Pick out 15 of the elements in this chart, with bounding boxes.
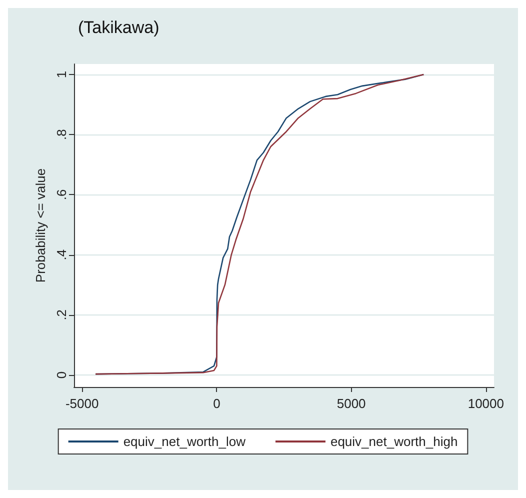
y-tick-label: .6 [54,189,69,200]
y-tick-label: .8 [54,129,69,140]
legend-label: equiv_net_worth_low [123,434,246,449]
x-tick-label: 0 [213,396,220,411]
y-tick-label: 0 [54,371,69,379]
x-tick-label: 5000 [336,396,366,411]
x-tick-label: -5000 [65,396,99,411]
x-tick-label: 10000 [468,396,504,411]
line-series [94,74,424,375]
y-axis-title: Probability <= value [33,168,48,283]
y-tick-label: 1 [54,70,69,78]
y-tick-label: .2 [54,309,69,320]
legend-label: equiv_net_worth_high [330,434,458,449]
chart-title: (Takikawa) [78,18,160,37]
y-tick-label: .4 [54,249,69,260]
